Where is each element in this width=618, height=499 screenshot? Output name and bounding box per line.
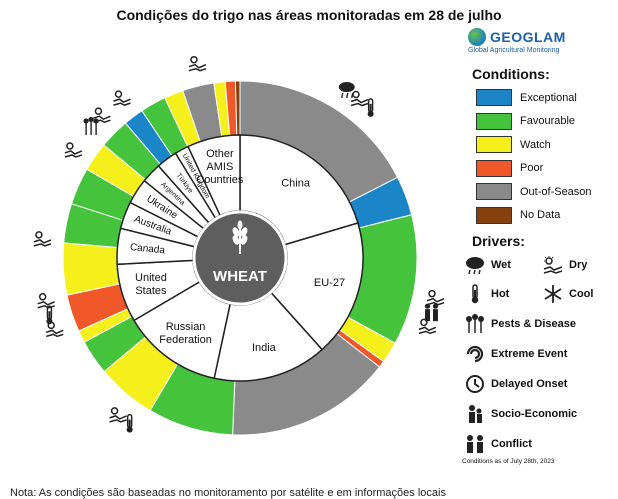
conflict-icon: [424, 303, 439, 322]
legend-label: Out-of-Season: [520, 185, 592, 198]
driver-wet: Wet: [464, 255, 542, 275]
bottom-note: Nota: As condições são baseadas no monit…: [10, 487, 446, 499]
dry-icon: [542, 255, 564, 275]
chart-title: Condições do trigo nas áreas monitoradas…: [116, 7, 502, 23]
legend-item-favourable: Favourable: [462, 110, 614, 134]
drivers-grid: Wet Dry Hot Cool: [464, 255, 614, 304]
driver-conflict: Conflict: [464, 434, 614, 454]
driver-delayed-onset: Delayed Onset: [464, 374, 614, 394]
dry-icon: [188, 55, 207, 72]
driver-label: Cool: [569, 288, 594, 300]
legend-swatch: [476, 89, 512, 107]
legend-item-no-data: No Data: [462, 204, 614, 228]
dry-icon: [33, 231, 52, 247]
legend-label: No Data: [520, 209, 561, 222]
country-label: India: [252, 342, 277, 354]
geoglam-logo: GEOGLAM: [468, 28, 614, 46]
legend-label: Exceptional: [520, 91, 577, 104]
pests-disease-icon: [464, 314, 486, 334]
globe-icon: [468, 28, 486, 46]
legend-swatch: [476, 206, 512, 224]
driver-extreme-event: Extreme Event: [464, 344, 614, 364]
country-label: Russian Federation: [159, 321, 212, 346]
driver-socio-economic: Socio-Economic: [464, 404, 614, 424]
hot-icon: [464, 284, 486, 304]
driver-label: Delayed Onset: [491, 378, 568, 390]
footnote: Conditions as of July 28th, 2023: [462, 458, 555, 465]
cool-icon: [542, 284, 564, 304]
legend-item-watch: Watch: [462, 133, 614, 157]
driver-icons: [33, 55, 445, 433]
conditions-title: Conditions:: [472, 66, 550, 82]
dry-icon: [426, 289, 445, 306]
extreme-event-icon: [464, 344, 486, 364]
legend: GEOGLAM Global Agricultural Monitoring C…: [462, 28, 614, 454]
dry-icon: [350, 90, 369, 107]
legend-swatch: [476, 136, 512, 154]
legend-item-out-of-season: Out-of-Season: [462, 180, 614, 204]
outer-segment-china: [234, 80, 241, 136]
driver-label: Hot: [491, 288, 510, 300]
dry-icon: [113, 90, 131, 106]
wet-icon: [464, 255, 486, 275]
conflict-icon: [464, 434, 486, 454]
country-label: Canada: [129, 242, 165, 256]
legend-label: Poor: [520, 162, 544, 175]
driver-dry: Dry: [542, 255, 612, 275]
dry-icon: [93, 107, 111, 123]
driver-hot: Hot: [464, 284, 542, 304]
country-label: EU-27: [314, 277, 345, 289]
conditions-list: Exceptional Favourable Watch Poor Out-of-Sea…: [462, 86, 614, 227]
driver-pests-disease: Pests & Disease: [464, 314, 614, 334]
hot-icon: [126, 413, 133, 433]
driver-cool: Cool: [542, 284, 612, 304]
dry-icon: [64, 142, 83, 158]
logo-subtitle: Global Agricultural Monitoring: [468, 47, 560, 54]
drivers-title: Drivers:: [472, 233, 525, 249]
delayed-onset-icon: [464, 374, 486, 394]
wet-icon: [338, 82, 355, 99]
legend-item-poor: Poor: [462, 157, 614, 181]
pests-disease-icon: [83, 116, 99, 135]
dry-icon: [418, 318, 437, 335]
logo-name: GEOGLAM: [490, 29, 566, 45]
driver-label: Conflict: [491, 438, 532, 450]
country-labels: China EU-27 India Russian Federation United St…: [129, 148, 345, 354]
dry-icon: [45, 321, 64, 338]
legend-swatch: [476, 112, 512, 130]
country-label: Other AMIS Countries: [196, 148, 244, 186]
socio-economic-icon: [464, 404, 486, 424]
dry-icon: [37, 293, 55, 309]
hot-icon: [367, 98, 374, 117]
dry-icon: [109, 407, 127, 423]
legend-swatch: [476, 183, 512, 201]
legend-label: Watch: [520, 138, 551, 151]
driver-label: Dry: [569, 259, 588, 271]
wheat-icon: [232, 220, 248, 254]
center-disc: [192, 210, 288, 306]
legend-item-exceptional: Exceptional: [462, 86, 614, 110]
hot-icon: [46, 305, 53, 325]
country-label: United States: [135, 272, 167, 297]
driver-label: Pests & Disease: [491, 318, 576, 330]
driver-label: Wet: [491, 259, 511, 271]
legend-label: Favourable: [520, 115, 576, 128]
center-label: WHEAT: [213, 268, 267, 285]
driver-label: Extreme Event: [491, 348, 568, 360]
legend-swatch: [476, 159, 512, 177]
country-label: China: [281, 177, 311, 189]
driver-label: Socio-Economic: [491, 408, 578, 420]
